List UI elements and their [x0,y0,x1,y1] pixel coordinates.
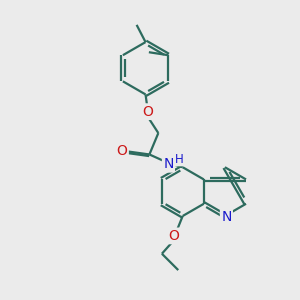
Text: O: O [142,105,153,119]
Text: H: H [175,153,184,166]
Text: N: N [221,211,232,224]
Text: O: O [117,144,128,158]
Text: N: N [163,157,174,171]
Text: O: O [168,229,179,243]
